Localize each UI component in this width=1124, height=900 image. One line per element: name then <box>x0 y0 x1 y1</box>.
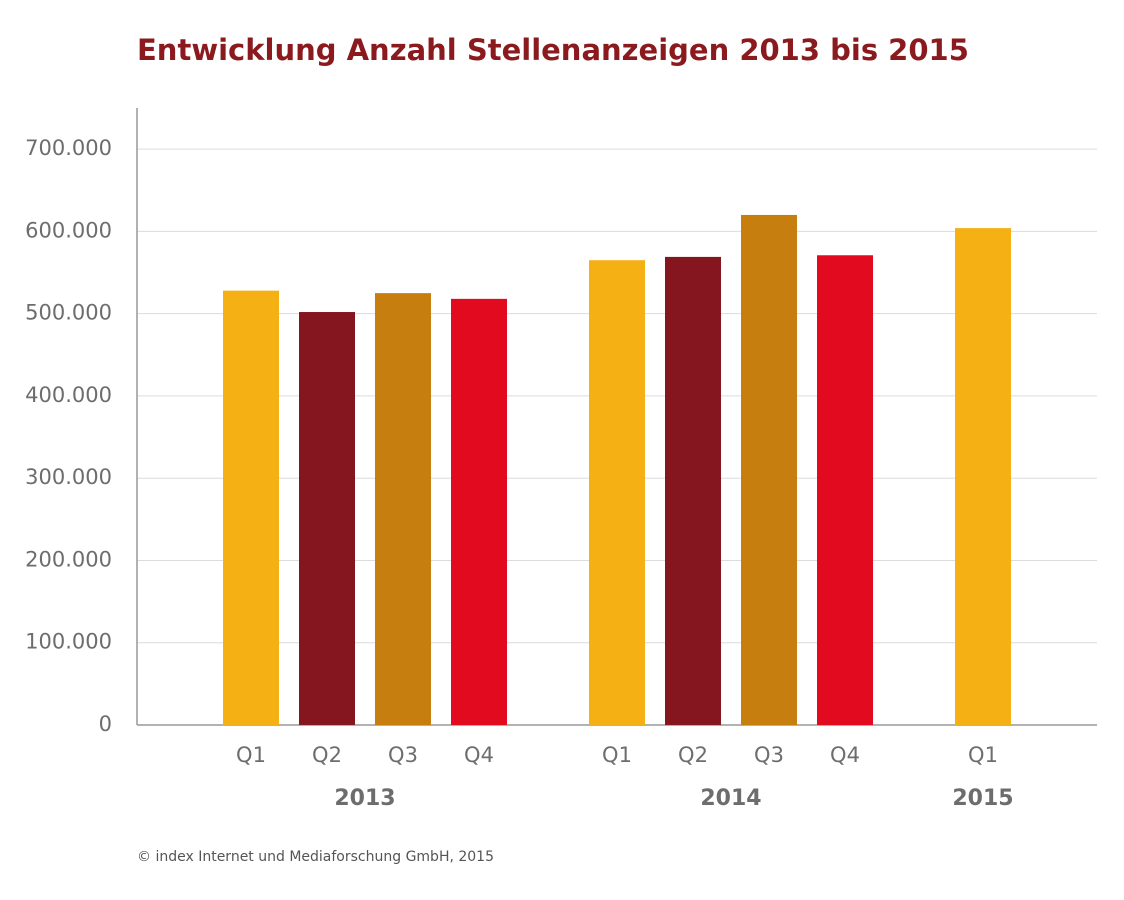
x-tick-label: Q1 <box>602 743 632 767</box>
x-tick-label: Q1 <box>236 743 266 767</box>
bar <box>665 256 721 725</box>
group-label: 2015 <box>952 786 1013 811</box>
x-tick-label: Q3 <box>388 743 418 767</box>
x-tick-label: Q1 <box>968 743 998 767</box>
y-tick-label: 400.000 <box>25 383 112 407</box>
x-tick-label: Q4 <box>830 743 860 767</box>
bar <box>741 214 797 726</box>
y-tick-label: 500.000 <box>25 301 112 325</box>
bar <box>223 290 279 725</box>
y-tick-label: 0 <box>99 712 112 736</box>
bar <box>451 298 507 725</box>
bar <box>375 293 431 725</box>
y-tick-label: 600.000 <box>25 218 112 242</box>
y-tick-label: 100.000 <box>25 630 112 654</box>
group-label: 2014 <box>700 786 761 811</box>
x-tick-label: Q2 <box>678 743 708 767</box>
chart-title: Entwicklung Anzahl Stellenanzeigen 2013 … <box>137 33 969 67</box>
source: © index Internet und Mediaforschung GmbH… <box>137 849 494 865</box>
x-tick-label: Q2 <box>312 743 342 767</box>
y-tick-label: 700.000 <box>25 136 112 160</box>
y-tick-label: 300.000 <box>25 465 112 489</box>
bar <box>299 312 355 725</box>
y-tick-label: 200.000 <box>25 547 112 571</box>
group-label: 2013 <box>334 786 395 811</box>
bar <box>817 255 873 726</box>
x-tick-label: Q3 <box>754 743 784 767</box>
x-tick-label: Q4 <box>464 743 494 767</box>
bar <box>589 260 645 725</box>
bar <box>955 228 1011 726</box>
